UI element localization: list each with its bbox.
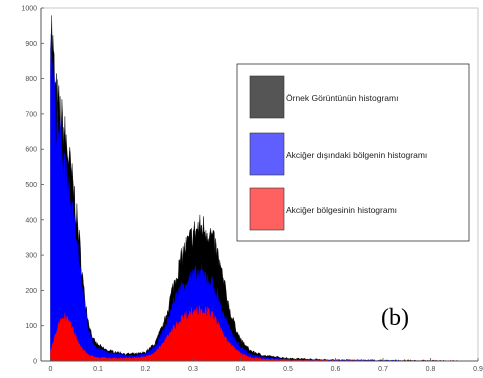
legend-swatch-lung — [249, 187, 285, 231]
legend: Örnek Görüntünün histogramı Akciğer dışı… — [236, 63, 470, 242]
x-tick-label: 0.8 — [426, 366, 436, 373]
panel-label: (b) — [381, 305, 409, 331]
y-tick-label: 0 — [33, 359, 37, 366]
x-tick-label: 0.2 — [141, 366, 151, 373]
y-tick-label: 800 — [25, 76, 37, 83]
tick-labels: 0 100 200 300 400 500 600 700 800 900 1000 0 0.1 0.2 0… — [21, 6, 483, 374]
x-tick-label: 0.9 — [473, 366, 483, 373]
y-tick-label: 400 — [25, 217, 37, 224]
y-tick-label: 900 — [25, 41, 37, 48]
x-tick-label: 0.5 — [283, 366, 293, 373]
series-1-area — [50, 34, 459, 362]
y-tick-label: 300 — [25, 253, 37, 260]
y-tick-label: 1000 — [21, 6, 37, 13]
y-tick-label: 200 — [25, 288, 37, 295]
y-tick-label: 600 — [25, 147, 37, 154]
x-tick-label: 0 — [49, 366, 53, 373]
legend-swatch-outside-lung — [249, 132, 285, 176]
x-tick-label: 0.1 — [93, 366, 103, 373]
x-tick-label: 0.6 — [331, 366, 341, 373]
y-tick-label: 700 — [25, 111, 37, 118]
x-tick-label: 0.4 — [236, 366, 246, 373]
y-tick-label: 100 — [25, 323, 37, 330]
legend-label-outside-lung: Akciğer dışındaki bölgenin histogramı — [286, 150, 427, 160]
legend-label-sample: Örnek Görüntünün histogramı — [286, 93, 398, 103]
x-tick-label: 0.7 — [378, 366, 388, 373]
x-tick-label: 0.3 — [188, 366, 198, 373]
y-tick-label: 500 — [25, 182, 37, 189]
legend-swatch-sample — [249, 75, 285, 119]
legend-label-lung: Akciğer bölgesinin histogramı — [286, 205, 397, 215]
